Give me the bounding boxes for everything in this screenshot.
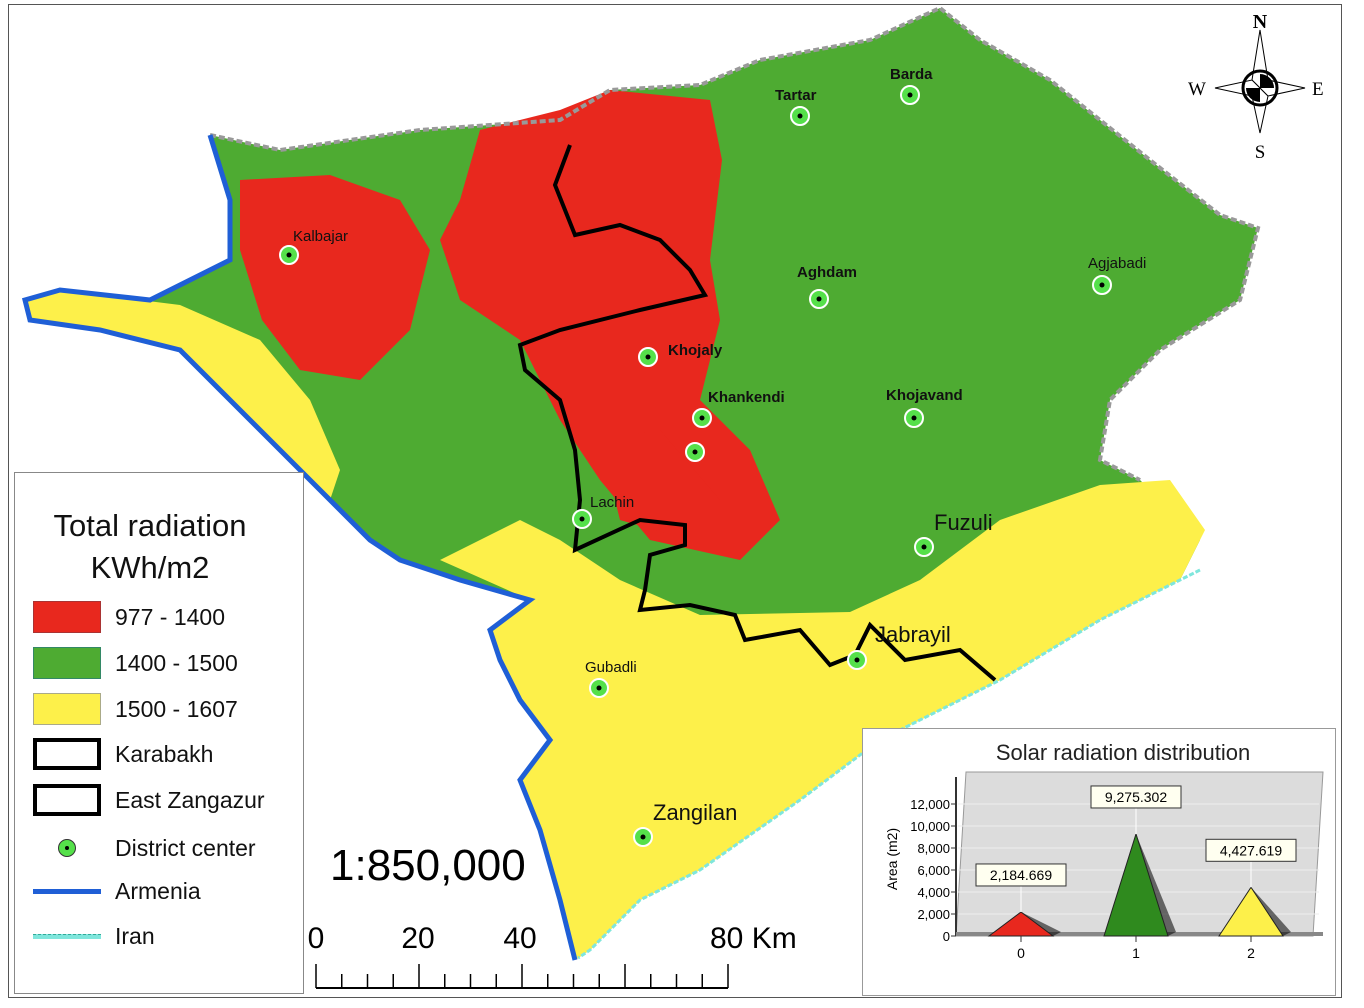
- legend-item-iran: Iran: [33, 916, 155, 956]
- district-center-jabrayil: Jabrayil: [847, 622, 951, 670]
- legend-label: 977 - 1400: [115, 603, 225, 630]
- district-label: Tartar: [775, 87, 817, 104]
- scale-ratio: 1:850,000: [330, 841, 526, 890]
- legend-label: District center: [115, 834, 256, 861]
- zone-1500-1607-south: [440, 480, 1205, 960]
- scale-label-40: 40: [503, 922, 536, 955]
- pyramid-shade: [1021, 911, 1061, 936]
- district-center-tartar: Tartar: [775, 87, 817, 126]
- legend-item-high: 1500 - 1607: [33, 689, 238, 729]
- compass-s: S: [1255, 142, 1266, 163]
- scale-label-0: 0: [308, 922, 325, 955]
- district-center-aghdam: Aghdam: [797, 264, 857, 309]
- district-center-kalbajar: Kalbajar: [279, 228, 348, 265]
- data-label-box: [975, 863, 1067, 887]
- y-tick-label: 6,000: [917, 863, 950, 878]
- district-label: Khojavand: [886, 387, 963, 404]
- district-center-icon: [58, 839, 76, 857]
- y-tick-label: 12,000: [910, 797, 950, 812]
- data-label-box: [1090, 785, 1182, 809]
- y-tick-label: 2,000: [917, 907, 950, 922]
- district-center-gubadli: Gubadli: [585, 659, 637, 698]
- compass-n: N: [1253, 11, 1268, 33]
- map-frame: [8, 4, 1342, 998]
- data-label: 4,427.619: [1220, 842, 1282, 858]
- legend-label: Armenia: [115, 877, 201, 904]
- district-label: Fuzuli: [934, 510, 993, 535]
- solar-radiation-chart: Solar radiation distribution Area (m2) 0…: [884, 740, 1324, 961]
- legend-item-karabakh: Karabakh: [33, 734, 213, 774]
- data-label-box: [1205, 838, 1297, 862]
- legend-label: 1500 - 1607: [115, 695, 238, 722]
- zone-977-1400-south: [600, 430, 720, 540]
- northeast-border: [209, 5, 1261, 482]
- scale-bar: 0 20 40 80 Km: [308, 922, 797, 989]
- legend-label: 1400 - 1500: [115, 649, 238, 676]
- compass-rose: N S E W: [1188, 11, 1324, 163]
- chart-title: Solar radiation distribution: [996, 740, 1250, 765]
- scale-label-20: 20: [401, 922, 434, 955]
- chart-inset: Solar radiation distribution Area (m2) 0…: [862, 728, 1336, 996]
- district-center-khojavand: Khojavand: [886, 387, 963, 428]
- legend-label: Karabakh: [115, 740, 214, 767]
- chart-ylabel: Area (m2): [884, 828, 900, 890]
- district-label: Kalbajar: [293, 228, 348, 245]
- legend-title: Total radiation: [53, 508, 247, 543]
- district-label: Lachin: [590, 494, 634, 511]
- district-label: Zangilan: [653, 800, 737, 825]
- y-tick-label: 10,000: [910, 819, 950, 834]
- district-label: Khankendi: [708, 389, 785, 406]
- district-center-khankendi: Khankendi: [692, 389, 785, 428]
- y-tick-label: 8,000: [917, 841, 950, 856]
- legend-item-armenia: Armenia: [33, 871, 201, 911]
- legend: Total radiation KWh/m2 977 - 1400 1400 -…: [14, 472, 304, 994]
- scale-label-80: 80 Km: [710, 922, 797, 955]
- pyramid-shade: [1251, 887, 1291, 936]
- legend-label: Iran: [115, 922, 155, 949]
- legend-label: East Zangazur: [115, 786, 265, 813]
- district-centers: Tartar Barda Kalbajar Aghdam Agjabadi Khojaly…: [279, 66, 1146, 847]
- legend-item-district-center: District center: [33, 828, 256, 868]
- district-label: Khojaly: [668, 342, 723, 359]
- district-label: Jabrayil: [875, 622, 951, 647]
- legend-unit: KWh/m2: [90, 550, 210, 585]
- legend-item-east-zangazur: East Zangazur: [33, 780, 265, 820]
- district-center-khojaly: Khojaly: [638, 342, 723, 367]
- x-tick-label: 2: [1247, 945, 1255, 961]
- zone-977-1400-west: [240, 175, 430, 380]
- district-label: Agjabadi: [1088, 255, 1146, 272]
- data-label: 9,275.302: [1105, 789, 1167, 805]
- district-label: Barda: [890, 66, 933, 83]
- district-center-barda: Barda: [890, 66, 933, 105]
- data-label: 2,184.669: [990, 867, 1052, 883]
- district-center-agjabadi: Agjabadi: [1088, 255, 1146, 295]
- x-tick-label: 1: [1132, 945, 1140, 961]
- x-tick-label: 0: [1017, 945, 1025, 961]
- iran-border: [577, 568, 1201, 960]
- armenia-border: [21, 134, 578, 961]
- district-center-lachin: Lachin: [572, 494, 634, 529]
- district-label: Aghdam: [797, 264, 857, 281]
- district-center-zangilan: Zangilan: [633, 800, 737, 847]
- y-tick-label: 4,000: [917, 885, 950, 900]
- legend-item-low: 977 - 1400: [33, 597, 225, 637]
- karabakh-border: [517, 144, 997, 682]
- zone-1500-1607-west: [25, 290, 340, 500]
- compass-w: W: [1188, 79, 1206, 100]
- district-center-fuzuli: Fuzuli: [914, 510, 993, 557]
- district-label: Gubadli: [585, 659, 637, 676]
- y-tick-label: 0: [943, 929, 950, 944]
- compass-e: E: [1312, 79, 1324, 100]
- pyramid-shade: [1136, 833, 1176, 936]
- legend-item-mid: 1400 - 1500: [33, 643, 238, 683]
